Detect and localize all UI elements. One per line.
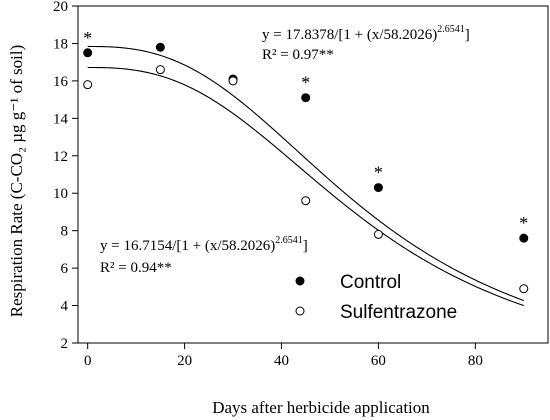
y-tick-label: 8: [61, 224, 69, 240]
y-axis-title: Respiration Rate (C-CO₂ µg g⁻¹ of soil): [7, 45, 26, 317]
point-sulfentrazone: [373, 229, 383, 239]
y-tick-label: 16: [53, 74, 69, 90]
significance-star: *: [519, 213, 528, 233]
legend-marker-control: [295, 276, 305, 286]
x-axis-title: Days after herbicide application: [212, 398, 430, 417]
point-control: [373, 183, 383, 193]
significance-marks: * * * *: [83, 28, 528, 233]
x-tick-label: 20: [177, 353, 192, 369]
y-tick-label: 10: [53, 186, 68, 202]
point-sulfentrazone: [301, 196, 311, 206]
legend: Control Sulfentrazone: [295, 272, 457, 323]
significance-star: *: [374, 163, 383, 183]
point-sulfentrazone: [228, 76, 238, 86]
y-tick-label: 6: [61, 261, 69, 277]
x-tick-label: 60: [371, 353, 386, 369]
point-sulfentrazone: [519, 284, 529, 294]
y-tick-label: 12: [53, 149, 68, 165]
plot-frame: [77, 5, 549, 344]
x-tick-label: 0: [84, 353, 92, 369]
data-points: [83, 42, 529, 294]
point-control: [155, 42, 165, 52]
fit-curve-sulfentrazone: [87, 66, 524, 307]
fit-curves: [87, 45, 524, 307]
y-tick-label: 18: [53, 36, 68, 52]
legend-marker-sulfentrazone: [295, 306, 305, 316]
x-tick-label: 40: [274, 353, 289, 369]
y-tick-label: 20: [53, 0, 68, 15]
equation-control: y = 17.8378/[1 + (x/58.2026)2.6541]: [262, 24, 470, 43]
y-tick-label: 14: [53, 111, 69, 127]
equation-sulfentrazone: y = 16.7154/[1 + (x/58.2026)2.6541]: [100, 235, 308, 254]
significance-star: *: [301, 73, 310, 93]
point-sulfentrazone: [155, 65, 165, 75]
y-tick-label: 2: [61, 336, 69, 352]
point-control: [83, 48, 93, 58]
point-control: [519, 233, 529, 243]
axes: 0 20 40 60 80 2 4 6 8 10 12 14 16 18 20: [53, 0, 483, 369]
y-tick-label: 4: [61, 299, 69, 315]
legend-label-sulfentrazone: Sulfentrazone: [340, 302, 457, 323]
point-control: [301, 93, 311, 103]
x-tick-label: 80: [468, 353, 483, 369]
point-sulfentrazone: [83, 80, 93, 90]
r2-control: R² = 0.97**: [262, 47, 334, 63]
significance-star: *: [83, 28, 92, 48]
r2-sulfentrazone: R² = 0.94**: [100, 260, 172, 276]
legend-label-control: Control: [340, 272, 401, 293]
fit-curve-control: [87, 45, 524, 302]
